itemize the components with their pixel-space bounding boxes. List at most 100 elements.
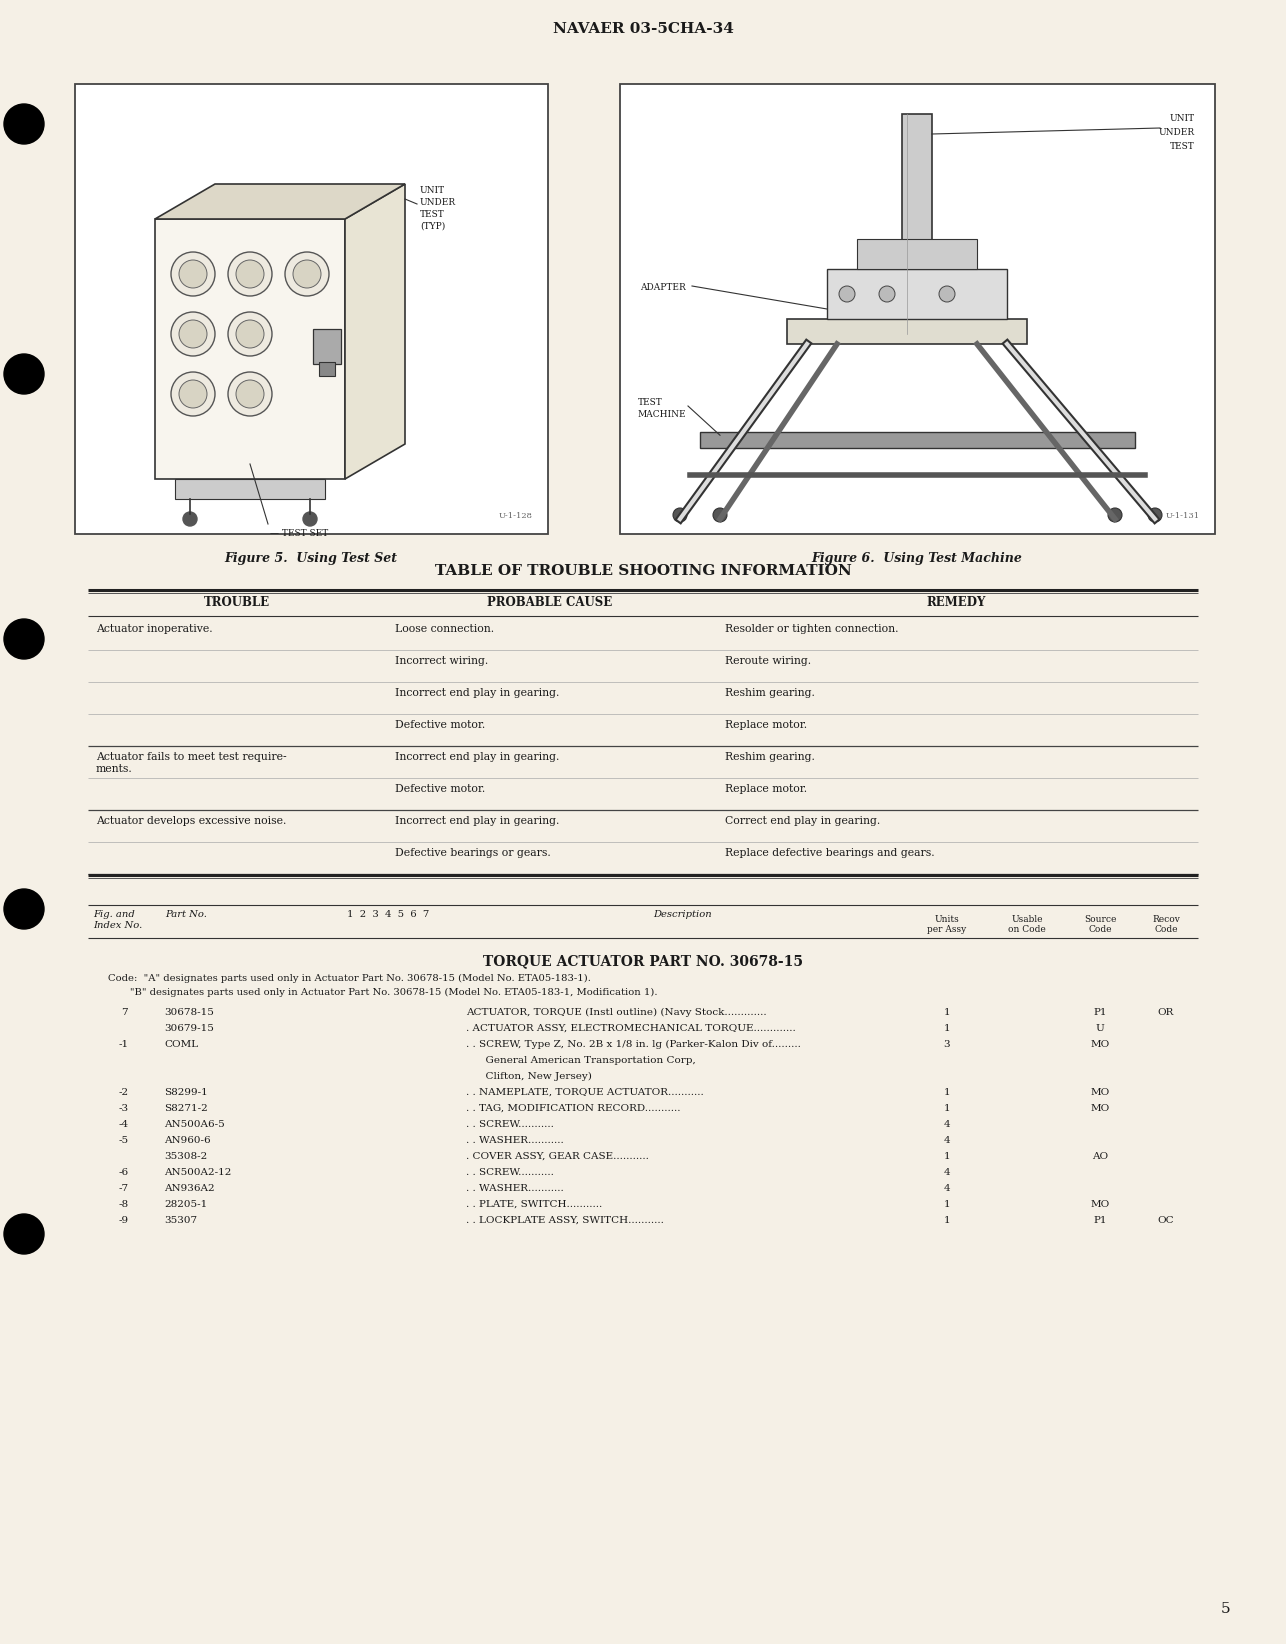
Text: ADAPTER: ADAPTER — [640, 283, 685, 293]
Circle shape — [171, 252, 215, 296]
Text: Units
per Assy: Units per Assy — [927, 916, 967, 934]
Text: . . WASHER...........: . . WASHER........... — [466, 1136, 563, 1144]
Text: 1: 1 — [944, 1105, 950, 1113]
Text: OR: OR — [1157, 1008, 1174, 1018]
Text: -9: -9 — [118, 1217, 129, 1225]
Text: UNDER: UNDER — [1159, 128, 1195, 136]
Text: 4: 4 — [944, 1136, 950, 1144]
Circle shape — [237, 380, 264, 408]
Text: COML: COML — [165, 1041, 198, 1049]
Circle shape — [712, 508, 727, 523]
Text: 1: 1 — [944, 1008, 950, 1018]
Text: Code:  "A" designates parts used only in Actuator Part No. 30678-15 (Model No. E: Code: "A" designates parts used only in … — [108, 973, 590, 983]
Text: UNIT: UNIT — [1170, 113, 1195, 123]
Circle shape — [4, 620, 44, 659]
Circle shape — [1148, 508, 1163, 523]
Text: TEST: TEST — [1170, 141, 1195, 151]
Circle shape — [4, 889, 44, 929]
Circle shape — [179, 260, 207, 288]
Text: 4: 4 — [944, 1167, 950, 1177]
Text: Description: Description — [653, 911, 712, 919]
Text: OC: OC — [1157, 1217, 1174, 1225]
Text: Clifton, New Jersey): Clifton, New Jersey) — [466, 1072, 592, 1082]
Bar — [312, 329, 341, 363]
Text: Actuator fails to meet test require-
ments.: Actuator fails to meet test require- men… — [96, 751, 287, 774]
Circle shape — [171, 372, 215, 416]
Text: 1: 1 — [944, 1024, 950, 1032]
Text: Source
Code: Source Code — [1084, 916, 1116, 934]
Text: AN960-6: AN960-6 — [165, 1136, 211, 1144]
Text: TEST: TEST — [421, 210, 445, 219]
Text: TEST: TEST — [638, 398, 662, 408]
Text: 5: 5 — [1220, 1601, 1229, 1616]
Text: — TEST SET: — TEST SET — [270, 529, 328, 538]
Text: MACHINE: MACHINE — [638, 409, 687, 419]
Text: UNIT: UNIT — [421, 186, 445, 196]
Circle shape — [293, 260, 322, 288]
Text: S8299-1: S8299-1 — [165, 1088, 208, 1097]
Circle shape — [237, 321, 264, 349]
Text: 28205-1: 28205-1 — [165, 1200, 207, 1208]
Text: Reroute wiring.: Reroute wiring. — [725, 656, 811, 666]
Text: Incorrect wiring.: Incorrect wiring. — [395, 656, 489, 666]
Text: Usable
on Code: Usable on Code — [1008, 916, 1046, 934]
Text: MO: MO — [1091, 1200, 1110, 1208]
Text: AN936A2: AN936A2 — [165, 1184, 215, 1194]
Text: . . SCREW...........: . . SCREW........... — [466, 1167, 554, 1177]
Text: U-1-131: U-1-131 — [1166, 511, 1200, 520]
Text: -4: -4 — [118, 1120, 129, 1129]
Text: REMEDY: REMEDY — [927, 597, 986, 608]
Circle shape — [4, 104, 44, 145]
Text: TORQUE ACTUATOR PART NO. 30678-15: TORQUE ACTUATOR PART NO. 30678-15 — [484, 954, 802, 968]
Text: Replace defective bearings and gears.: Replace defective bearings and gears. — [725, 848, 935, 858]
Circle shape — [171, 312, 215, 357]
Text: ACTUATOR, TORQUE (Instl outline) (Navy Stock.............: ACTUATOR, TORQUE (Instl outline) (Navy S… — [466, 1008, 766, 1018]
Text: Reshim gearing.: Reshim gearing. — [725, 687, 815, 699]
Text: Incorrect end play in gearing.: Incorrect end play in gearing. — [395, 687, 559, 699]
Text: . . WASHER...........: . . WASHER........... — [466, 1184, 563, 1194]
Circle shape — [1109, 508, 1121, 523]
Bar — [787, 319, 1028, 344]
Text: Index No.: Index No. — [93, 921, 143, 931]
Text: Recov
Code: Recov Code — [1152, 916, 1181, 934]
Text: . . SCREW...........: . . SCREW........... — [466, 1120, 554, 1129]
Text: 1: 1 — [944, 1200, 950, 1208]
Text: Reshim gearing.: Reshim gearing. — [725, 751, 815, 763]
Text: General American Transportation Corp,: General American Transportation Corp, — [466, 1055, 696, 1065]
Circle shape — [237, 260, 264, 288]
Text: Actuator develops excessive noise.: Actuator develops excessive noise. — [96, 815, 287, 825]
Text: U-1-128: U-1-128 — [499, 511, 532, 520]
Text: 1  2  3  4  5  6  7: 1 2 3 4 5 6 7 — [347, 911, 430, 919]
Text: AO: AO — [1092, 1152, 1109, 1161]
Text: . . SCREW, Type Z, No. 2B x 1/8 in. lg (Parker-Kalon Div of.........: . . SCREW, Type Z, No. 2B x 1/8 in. lg (… — [466, 1041, 801, 1049]
Circle shape — [228, 372, 273, 416]
Text: U: U — [1096, 1024, 1105, 1032]
Text: "B" designates parts used only in Actuator Part No. 30678-15 (Model No. ETA05-18: "B" designates parts used only in Actuat… — [108, 988, 657, 998]
Text: -2: -2 — [118, 1088, 129, 1097]
Text: 4: 4 — [944, 1184, 950, 1194]
Text: -7: -7 — [118, 1184, 129, 1194]
Text: S8271-2: S8271-2 — [165, 1105, 208, 1113]
Text: MO: MO — [1091, 1041, 1110, 1049]
Bar — [175, 478, 325, 500]
Text: P1: P1 — [1093, 1008, 1107, 1018]
Bar — [319, 362, 334, 376]
Text: 4: 4 — [944, 1120, 950, 1129]
Polygon shape — [156, 184, 405, 219]
Circle shape — [228, 252, 273, 296]
Text: 30678-15: 30678-15 — [165, 1008, 213, 1018]
Text: 3: 3 — [944, 1041, 950, 1049]
Text: 35308-2: 35308-2 — [165, 1152, 207, 1161]
Bar — [700, 432, 1136, 449]
Circle shape — [228, 312, 273, 357]
Text: Correct end play in gearing.: Correct end play in gearing. — [725, 815, 880, 825]
Text: AN500A6-5: AN500A6-5 — [165, 1120, 225, 1129]
Text: Figure 6.  Using Test Machine: Figure 6. Using Test Machine — [811, 552, 1022, 566]
Circle shape — [880, 286, 895, 302]
Text: Incorrect end play in gearing.: Incorrect end play in gearing. — [395, 751, 559, 763]
Bar — [827, 270, 1007, 319]
Text: Replace motor.: Replace motor. — [725, 784, 808, 794]
Text: Part No.: Part No. — [165, 911, 207, 919]
Text: . . NAMEPLATE, TORQUE ACTUATOR...........: . . NAMEPLATE, TORQUE ACTUATOR..........… — [466, 1088, 703, 1097]
Bar — [856, 238, 977, 270]
